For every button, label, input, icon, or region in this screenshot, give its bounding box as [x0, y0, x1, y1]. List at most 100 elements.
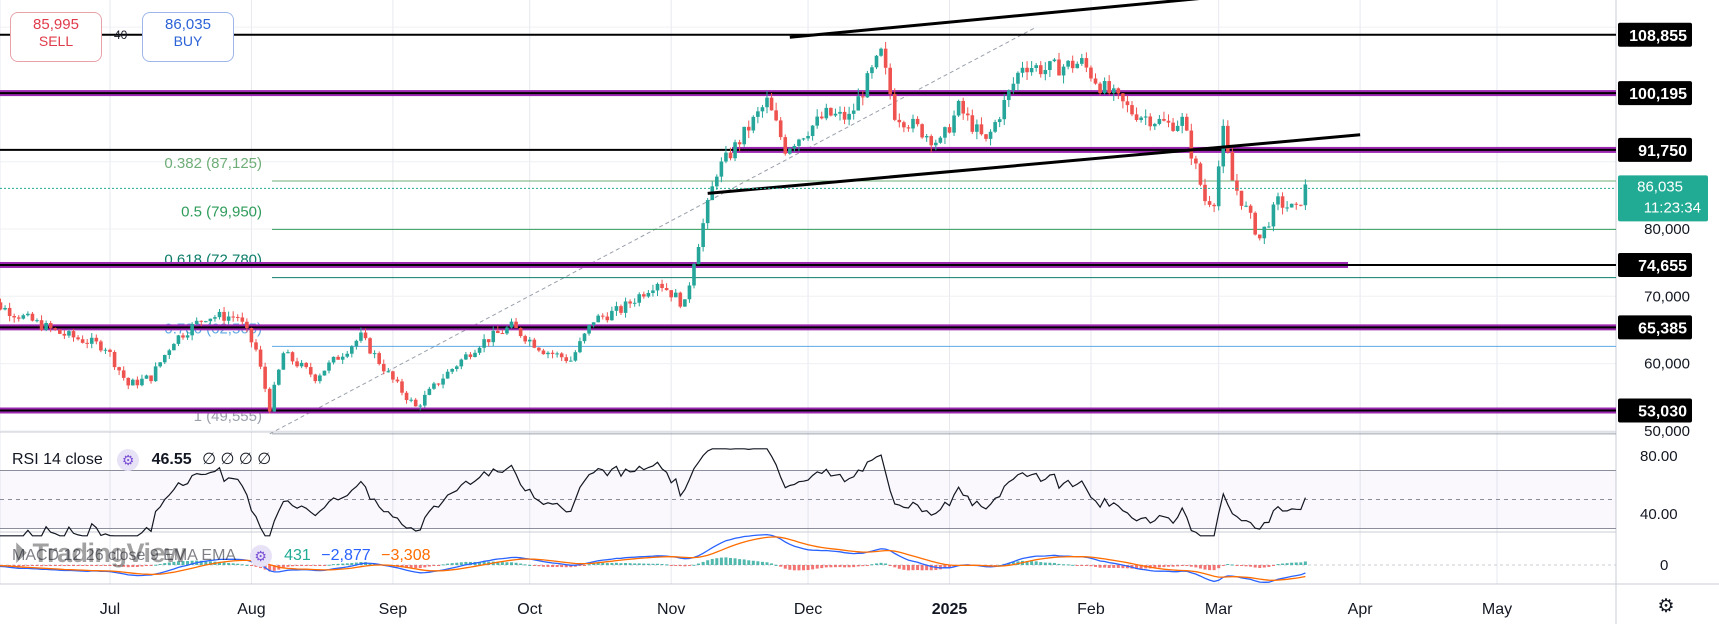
macd-histogram-bar: [897, 565, 901, 569]
candle-body: [541, 350, 546, 355]
candle-body: [970, 115, 975, 132]
macd-histogram-bar: [322, 565, 326, 566]
macd-histogram-bar: [1043, 562, 1047, 565]
fib-level-label: 0.5 (79,950): [181, 203, 262, 220]
macd-histogram-bar: [1217, 565, 1221, 569]
candle-body: [108, 349, 112, 352]
macd-histogram-bar: [569, 565, 573, 568]
macd-histogram-bar: [231, 563, 235, 565]
candle-body: [610, 310, 614, 321]
spread-value: 40: [114, 28, 128, 42]
candle-body: [719, 161, 724, 177]
candle-body: [902, 122, 906, 128]
macd-histogram-bar: [1189, 565, 1193, 567]
buy-button[interactable]: 86,035 BUY: [142, 12, 234, 62]
candle-body: [500, 333, 505, 335]
candle-body: [76, 337, 80, 340]
candle-body: [391, 371, 395, 380]
candle-body: [1230, 151, 1235, 181]
candle-body: [938, 137, 943, 143]
trend-channel-line[interactable]: [789, 0, 1360, 39]
candle-body: [340, 356, 345, 360]
current-price-value: 86,035: [1637, 178, 1683, 195]
macd-histogram-bar: [532, 565, 536, 566]
macd-histogram-bar: [409, 565, 413, 569]
candle-body: [646, 292, 651, 297]
macd-histogram-bar: [765, 562, 769, 565]
macd-histogram-bar: [1071, 564, 1075, 566]
candle-body: [705, 200, 710, 224]
candle-body: [751, 116, 756, 131]
macd-histogram-bar: [405, 565, 409, 568]
candle-body: [678, 292, 683, 307]
candle-body: [797, 139, 801, 146]
price-tick-label: 60,000: [1644, 356, 1690, 373]
candle-body: [1171, 122, 1175, 131]
candle-body: [486, 339, 491, 343]
macd-histogram-bar: [281, 565, 285, 569]
candle-body: [664, 287, 669, 291]
macd-histogram-bar: [1007, 562, 1011, 565]
candle-body: [322, 370, 327, 376]
macd-histogram-bar: [418, 565, 422, 569]
candle-body: [879, 48, 883, 56]
sell-button[interactable]: 85,995 SELL: [10, 12, 102, 62]
macd-histogram-bar: [49, 565, 53, 567]
candle-body: [140, 378, 144, 386]
macd-histogram-bar: [852, 565, 856, 568]
candle-body: [1226, 125, 1230, 152]
macd-histogram-bar: [619, 563, 623, 565]
macd-histogram-bar: [760, 561, 764, 565]
macd-histogram-bar: [482, 561, 486, 565]
gear-icon[interactable]: ⚙: [249, 545, 272, 567]
level-price-tag: [1618, 137, 1692, 162]
macd-histogram-bar: [126, 565, 130, 568]
macd-histogram-bar: [774, 564, 778, 566]
macd-histogram-bar: [345, 563, 349, 565]
candle-body: [824, 107, 829, 119]
rsi-legend[interactable]: RSI 14 close ⚙ 46.55 ∅ ∅ ∅ ∅: [12, 449, 271, 471]
level-price-label: 91,750: [1638, 143, 1687, 160]
macd-histogram-bar: [304, 565, 308, 566]
candle-body: [80, 339, 85, 343]
candle-body: [660, 283, 664, 288]
candle-body: [58, 329, 62, 334]
candle-body: [692, 264, 696, 286]
time-axis: Jul Aug Sep Oct Nov Dec 2025 Feb Mar Apr May: [100, 601, 1512, 618]
time-tick-label: Nov: [657, 601, 685, 618]
macd-histogram-bar: [770, 563, 774, 565]
candle-body: [464, 354, 468, 360]
macd-histogram-bar: [62, 565, 66, 567]
macd-histogram-bar: [551, 565, 555, 568]
macd-legend[interactable]: MACD 12 26 close 9 EMA EMA ⚙ 431 −2,877 …: [12, 545, 431, 567]
macd-histogram-bar: [1153, 565, 1157, 569]
macd-histogram-bar: [861, 565, 865, 567]
macd-histogram-bar: [929, 565, 933, 571]
macd-histogram-bar: [245, 564, 249, 566]
price-axis: 80,000 70,000 60,000 50,000 108,855 100,195 91…: [0, 22, 1708, 574]
macd-histogram-bar: [432, 565, 436, 566]
candle-body: [651, 290, 655, 293]
time-tick-label: May: [1482, 601, 1512, 618]
macd-histogram-bar: [1157, 565, 1161, 568]
gear-icon[interactable]: ⚙: [117, 449, 140, 471]
candle-body: [591, 322, 596, 326]
macd-histogram-bar: [751, 560, 755, 565]
trend-channel-line[interactable]: [707, 133, 1361, 195]
tradingview-logo: ⏵ TradingView: [14, 538, 186, 570]
macd-histogram-value: 431: [284, 547, 311, 565]
candle-body: [372, 353, 377, 355]
macd-histogram-bar: [592, 563, 596, 565]
gear-icon[interactable]: ⚙: [1657, 596, 1675, 617]
candle-body: [454, 366, 459, 370]
candle-body: [724, 152, 728, 162]
candle-body: [99, 341, 103, 351]
candle-body: [1121, 93, 1125, 102]
macd-histogram-bar: [1062, 564, 1066, 566]
candle-body: [117, 367, 121, 371]
candle-body: [851, 110, 856, 114]
macd-histogram-bar: [350, 562, 354, 565]
candle-body: [1057, 59, 1061, 76]
macd-histogram-bar: [455, 562, 459, 565]
